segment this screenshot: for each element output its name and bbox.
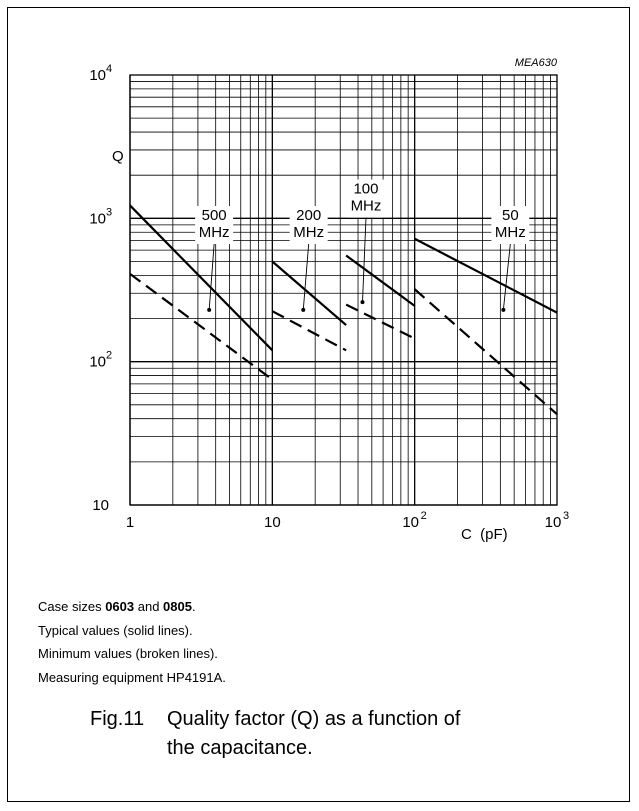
note-minimum: Minimum values (broken lines). <box>38 646 218 662</box>
annotation-label: MHz <box>351 198 382 215</box>
x-tick-exponent: 2 <box>421 510 427 522</box>
x-tick-label: 10 <box>402 514 419 531</box>
chart-code-label: MEA630 <box>515 57 558 69</box>
y-tick-exponent: 4 <box>106 63 112 75</box>
note-size-0805: 0805 <box>163 599 192 614</box>
series-line-minimum <box>413 288 558 416</box>
annotation-background <box>346 179 385 218</box>
annotation-pointer <box>208 243 215 310</box>
annotation-label: MHz <box>495 224 526 241</box>
series-line-minimum <box>345 303 416 340</box>
series-line-typical <box>345 254 416 307</box>
note-text: and <box>134 599 164 614</box>
y-tick-label: 10 <box>89 354 106 371</box>
annotation-pointer <box>502 243 511 310</box>
annotation-pointer <box>302 243 310 310</box>
note-size-0603: 0603 <box>105 599 135 614</box>
note-case-sizes: Case sizes 0603 and 0805. <box>38 595 226 619</box>
annotation-label: MHz <box>199 224 230 241</box>
annotation-label: 500 <box>202 207 227 224</box>
series-line-minimum <box>129 272 273 381</box>
annotation-pointer-dot <box>301 307 306 312</box>
note-text: Case sizes <box>38 599 106 614</box>
note-equipment: Measuring equipment HP4191A. <box>38 669 226 685</box>
y-tick-label: 10 <box>89 67 106 84</box>
annotation-label: 100 <box>353 181 378 198</box>
y-axis-label: Q <box>112 148 124 165</box>
annotation-pointer <box>362 217 367 303</box>
y-tick-label: 10 <box>92 497 109 514</box>
figure-caption: Fig.11 Quality factor (Q) as a function o… <box>90 705 460 763</box>
annotation-background <box>195 206 234 245</box>
annotation-pointer-dot <box>207 307 212 312</box>
chart-series <box>129 204 558 416</box>
series-line-typical <box>271 260 347 326</box>
note-typical: Typical values (solid lines). <box>38 622 193 638</box>
figure-number: Fig.11 <box>90 708 145 730</box>
annotation-background <box>491 206 530 245</box>
annotation-label: MHz <box>293 224 324 241</box>
x-tick-label: 10 <box>545 514 562 531</box>
x-tick-label: 10 <box>264 514 281 531</box>
y-tick-exponent: 2 <box>106 350 112 362</box>
series-line-typical <box>414 237 558 314</box>
annotation-background <box>289 206 328 245</box>
figure-frame <box>7 7 630 802</box>
annotation-pointer-dot <box>360 300 365 305</box>
caption-line-1: Quality factor (Q) as a function of <box>167 708 461 730</box>
annotation-pointer-dot <box>501 307 506 312</box>
annotation-label: 200 <box>296 207 321 224</box>
note-text: . <box>191 599 196 614</box>
notes: Case sizes 0603 and 0805. Typical values… <box>38 595 226 689</box>
y-tick-label: 10 <box>89 210 106 227</box>
series-line-typical <box>129 204 274 352</box>
chart-grid <box>129 74 558 506</box>
x-axis-label: C (pF) <box>461 526 508 543</box>
x-tick-label: 1 <box>126 514 134 531</box>
series-line-minimum <box>271 310 347 352</box>
x-tick-exponent: 3 <box>563 510 569 522</box>
annotation-label: 50 <box>502 207 519 224</box>
caption-line-2: the capacitance. <box>167 737 313 759</box>
y-tick-exponent: 3 <box>106 206 112 218</box>
plot-border <box>129 74 558 506</box>
